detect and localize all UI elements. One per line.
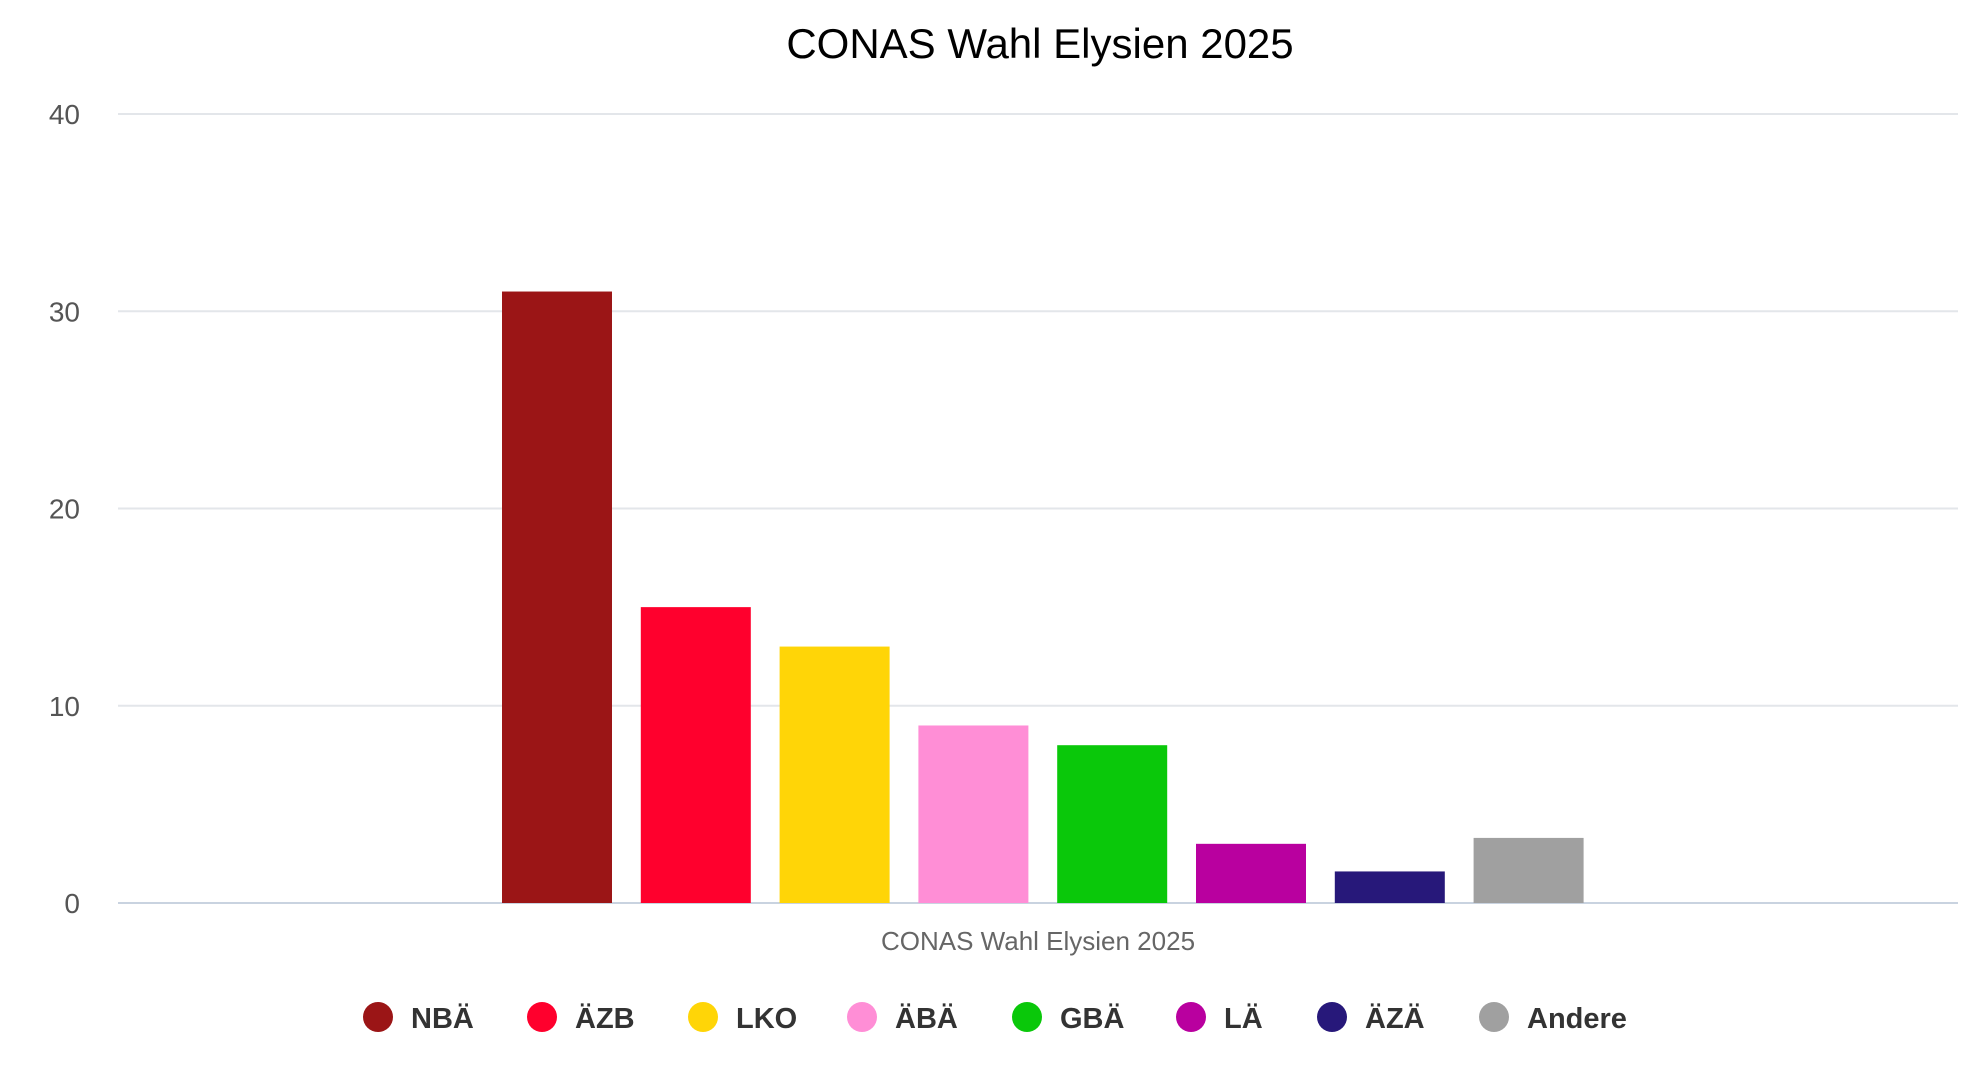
- legend-swatch: [847, 1002, 877, 1032]
- bar-5: [1057, 745, 1168, 903]
- legend-label: GBÄ: [1060, 1002, 1125, 1035]
- legend-label: Andere: [1527, 1003, 1627, 1035]
- legend-swatch: [688, 1002, 718, 1032]
- legend-swatch: [1479, 1002, 1509, 1032]
- bar-3: [779, 646, 890, 903]
- legend: NBÄ ÄZB LKO ÄBÄ GBÄ LÄ ÄZÄ Andere: [363, 1002, 1627, 1035]
- legend-swatch: [1012, 1002, 1042, 1032]
- bar-4: [918, 725, 1029, 903]
- legend-swatch: [1176, 1002, 1206, 1032]
- legend-label: LKO: [736, 1003, 797, 1035]
- legend-item-3[interactable]: LKO: [688, 1002, 797, 1035]
- chart-title: CONAS Wahl Elysien 2025: [786, 20, 1293, 67]
- legend-item-7[interactable]: ÄZÄ: [1317, 1002, 1425, 1035]
- y-axis-ticks: 0 10 20 30 40: [49, 99, 80, 919]
- y-tick-label: 10: [49, 691, 80, 722]
- bars: [502, 291, 1584, 903]
- bar-7: [1334, 871, 1445, 903]
- legend-swatch: [363, 1002, 393, 1032]
- legend-label: LÄ: [1224, 1002, 1263, 1035]
- bar-6: [1196, 843, 1306, 903]
- y-tick-label: 40: [49, 99, 80, 130]
- bar-8: [1473, 837, 1584, 903]
- x-axis-categories: CONAS Wahl Elysien 2025: [881, 926, 1195, 956]
- legend-label: ÄZB: [575, 1002, 635, 1035]
- legend-item-4[interactable]: ÄBÄ: [847, 1002, 958, 1035]
- y-tick-label: 0: [64, 888, 80, 919]
- bar-1: [502, 291, 612, 903]
- legend-item-5[interactable]: GBÄ: [1012, 1002, 1125, 1035]
- legend-swatch: [527, 1002, 557, 1032]
- legend-label: ÄZÄ: [1365, 1002, 1425, 1035]
- legend-swatch: [1317, 1002, 1347, 1032]
- legend-label: ÄBÄ: [895, 1002, 958, 1035]
- y-tick-label: 30: [49, 296, 80, 327]
- legend-item-8[interactable]: Andere: [1479, 1002, 1627, 1035]
- gridlines: [118, 113, 1958, 904]
- x-category-label: CONAS Wahl Elysien 2025: [881, 926, 1195, 956]
- bar-2: [640, 607, 751, 903]
- legend-item-1[interactable]: NBÄ: [363, 1002, 474, 1035]
- legend-item-2[interactable]: ÄZB: [527, 1002, 635, 1035]
- legend-label: NBÄ: [411, 1002, 474, 1035]
- y-tick-label: 20: [49, 494, 80, 525]
- legend-item-6[interactable]: LÄ: [1176, 1002, 1263, 1035]
